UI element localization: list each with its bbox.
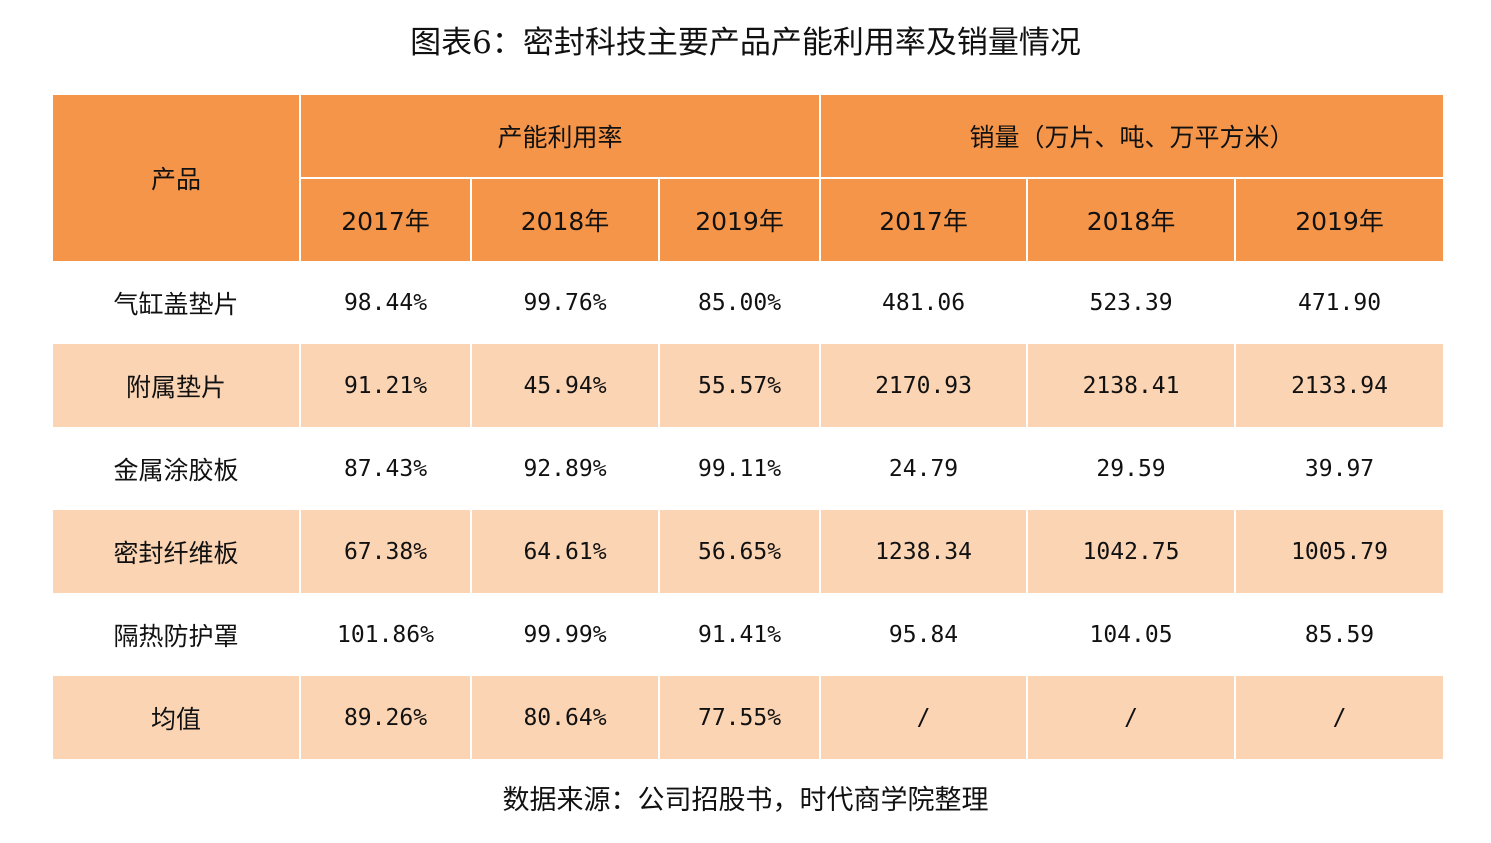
header-group-sales: 销量（万片、吨、万平方米） [820, 95, 1444, 179]
table-cell: 1005.79 [1234, 510, 1444, 593]
table-cell: 91.21% [299, 344, 471, 427]
table-row: 均值 89.26% 80.64% 77.55% / / / [53, 676, 1444, 759]
table-cell: 77.55% [657, 676, 821, 759]
table-cell: 95.84 [819, 593, 1028, 676]
table-cell: 481.06 [819, 261, 1028, 344]
table-cell: 99.11% [657, 427, 821, 510]
table-cell: 24.79 [819, 427, 1028, 510]
header-year: 2018年 [1027, 178, 1237, 261]
table-row: 金属涂胶板 87.43% 92.89% 99.11% 24.79 29.59 3… [53, 427, 1444, 510]
table-title: 图表6：密封科技主要产品产能利用率及销量情况 [410, 25, 1081, 61]
header-year: 2018年 [471, 178, 660, 261]
table-cell: 89.26% [299, 676, 471, 759]
table-cell: 56.65% [657, 510, 821, 593]
table-cell: 64.61% [470, 510, 659, 593]
table-cell: 99.76% [470, 261, 659, 344]
table-cell: 98.44% [299, 261, 471, 344]
row-product-name: 金属涂胶板 [53, 427, 300, 510]
table-cell: 1042.75 [1026, 510, 1236, 593]
header-year: 2019年 [1235, 178, 1444, 261]
header-year: 2019年 [659, 178, 822, 261]
header-year: 2017年 [300, 178, 472, 261]
header-row-groups: 产品 产能利用率 销量（万片、吨、万平方米） [53, 95, 1444, 261]
header-year: 2017年 [820, 178, 1029, 261]
table-cell: 55.57% [657, 344, 821, 427]
table-cell: 80.64% [470, 676, 659, 759]
table-cell: 85.00% [657, 261, 821, 344]
header-group-utilization: 产能利用率 [300, 95, 822, 179]
row-product-name: 附属垫片 [53, 344, 300, 427]
header-row-years: 2017年 2018年 2019年 2017年 2018年 2019年 [53, 178, 1444, 261]
table-cell: 99.99% [470, 593, 659, 676]
table-cell: 2133.94 [1234, 344, 1444, 427]
table-cell: 2170.93 [819, 344, 1028, 427]
table-cell: 67.38% [299, 510, 471, 593]
table-row: 密封纤维板 67.38% 64.61% 56.65% 1238.34 1042.… [53, 510, 1444, 593]
row-product-name: 气缸盖垫片 [53, 261, 300, 344]
table-cell: 104.05 [1026, 593, 1236, 676]
table-cell: / [1234, 676, 1444, 759]
data-table: 产品 产能利用率 销量（万片、吨、万平方米） 2017年 2018年 2019年… [53, 95, 1444, 759]
table-row: 气缸盖垫片 98.44% 99.76% 85.00% 481.06 523.39… [53, 261, 1444, 344]
row-product-name: 均值 [53, 676, 300, 759]
table-cell: 92.89% [470, 427, 659, 510]
table-cell: 85.59 [1234, 593, 1444, 676]
row-product-name: 密封纤维板 [53, 510, 300, 593]
table-cell: / [819, 676, 1028, 759]
table-row: 隔热防护罩 101.86% 99.99% 91.41% 95.84 104.05… [53, 593, 1444, 676]
table-cell: / [1026, 676, 1236, 759]
table-cell: 91.41% [657, 593, 821, 676]
table-row: 附属垫片 91.21% 45.94% 55.57% 2170.93 2138.4… [53, 344, 1444, 427]
row-product-name: 隔热防护罩 [53, 593, 300, 676]
header-product: 产品 [53, 95, 301, 261]
table-cell: 45.94% [470, 344, 659, 427]
table-cell: 2138.41 [1026, 344, 1236, 427]
table-cell: 523.39 [1026, 261, 1236, 344]
table-cell: 101.86% [299, 593, 471, 676]
table-cell: 87.43% [299, 427, 471, 510]
table-cell: 471.90 [1234, 261, 1444, 344]
table-cell: 39.97 [1234, 427, 1444, 510]
source-note: 数据来源：公司招股书，时代商学院整理 [502, 785, 989, 816]
table-cell: 1238.34 [819, 510, 1028, 593]
table-cell: 29.59 [1026, 427, 1236, 510]
